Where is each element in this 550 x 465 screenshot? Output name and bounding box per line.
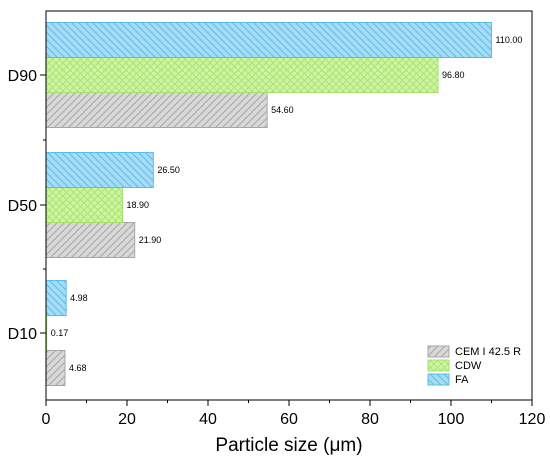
legend-swatch	[427, 373, 450, 386]
x-tick-label: 60	[280, 411, 298, 428]
data-label: 110.00	[496, 35, 523, 45]
data-label: 54.60	[271, 105, 294, 115]
y-tick-label: D10	[8, 326, 37, 343]
data-label: 18.90	[127, 200, 150, 210]
legend-swatch	[427, 345, 450, 358]
legend-label: CEM I 42.5 R	[455, 346, 521, 358]
bar-d50-fa	[45, 152, 154, 188]
legend-label: FA	[455, 374, 469, 386]
legend: CEM I 42.5 R CDW FA	[427, 345, 521, 386]
data-label: 26.50	[157, 165, 180, 175]
x-axis-title: Particle size (μm)	[215, 435, 362, 456]
data-label: 96.80	[442, 70, 465, 80]
bar-d90-cem-i-42-5-r	[45, 92, 268, 128]
bar-d90-fa	[45, 22, 492, 58]
bar-d10-fa	[45, 280, 67, 316]
bar-d90-cdw	[45, 57, 439, 93]
bar-d10-cem-i-42-5-r	[45, 350, 66, 386]
x-tick-label: 100	[438, 411, 465, 428]
y-tick-label: D90	[8, 68, 37, 85]
bars-layer	[45, 22, 492, 386]
x-tick-label: 20	[118, 411, 136, 428]
y-axis: D10 D50 D90	[8, 68, 46, 343]
data-label: 0.17	[51, 328, 69, 338]
data-label: 4.98	[70, 293, 88, 303]
x-tick-label: 0	[42, 411, 51, 428]
data-labels-layer: 4.68 0.17 4.98 21.90 18.90 26.50 54.60 96.80 110…	[51, 35, 523, 373]
bar-d50-cem-i-42-5-r	[45, 222, 136, 258]
y-tick-label: D50	[8, 198, 37, 215]
x-tick-label: 80	[361, 411, 379, 428]
data-label: 21.90	[139, 235, 162, 245]
x-tick-label: 40	[199, 411, 217, 428]
x-tick-label: 120	[519, 411, 546, 428]
bar-d50-cdw	[45, 187, 124, 223]
data-label: 4.68	[69, 363, 87, 373]
legend-label: CDW	[455, 360, 482, 372]
legend-swatch	[427, 359, 450, 372]
x-axis: 0 20 40 60 80 100 120	[42, 400, 546, 428]
